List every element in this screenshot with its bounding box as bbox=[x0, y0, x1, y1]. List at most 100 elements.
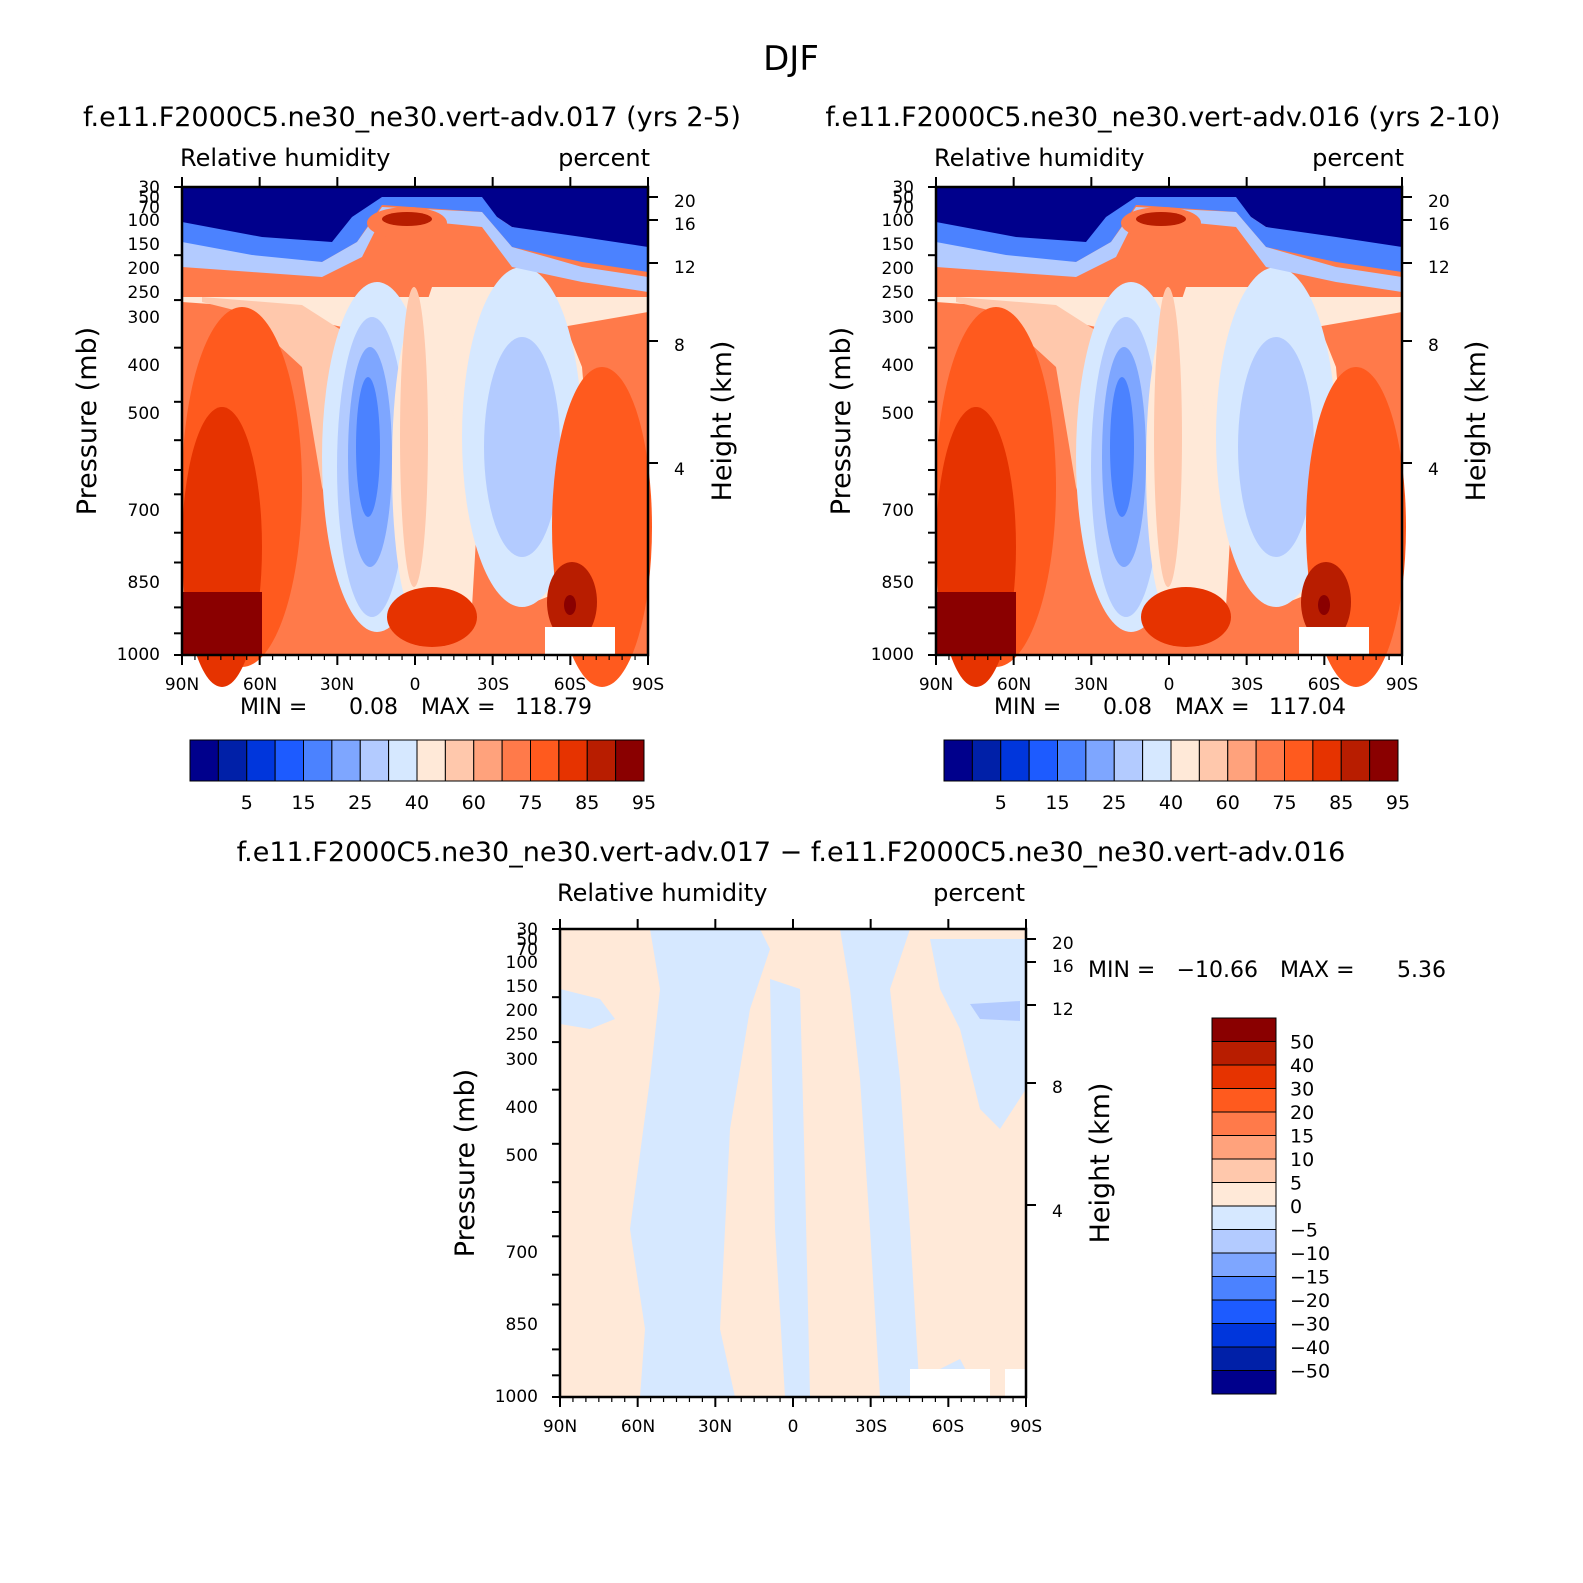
x-tick-0: 0 bbox=[1164, 675, 1175, 695]
y-tick-700: 700 bbox=[882, 501, 914, 521]
colorbar-swatch bbox=[530, 739, 560, 782]
colorbar-label: 75 bbox=[1272, 792, 1296, 814]
x-tick-30n: 30N bbox=[1074, 675, 1108, 695]
y-tick-850: 850 bbox=[882, 573, 914, 593]
rh-fill-nh-driest bbox=[356, 377, 380, 517]
diff-fill-nh-upper-neg bbox=[560, 989, 615, 1029]
panel-017-y-ticks-right: 20 16 12 8 4 bbox=[674, 192, 696, 480]
rh-fill-nh-pole-saturated bbox=[936, 592, 1016, 655]
colorbar-label: 60 bbox=[462, 792, 486, 814]
y-tick-70: 70 bbox=[138, 198, 160, 218]
colorbar-swatch bbox=[1028, 739, 1058, 782]
colorbar-swatch bbox=[359, 739, 390, 782]
diff-fill-nh-midlat-neg bbox=[630, 929, 770, 1397]
colorbar-swatch bbox=[1211, 1111, 1277, 1136]
panel-diff-frame bbox=[558, 927, 1028, 1399]
panel-016-colorbar: 5 15 25 40 60 75 85 95 bbox=[943, 739, 1410, 814]
diff-fill-missing-antarctica bbox=[910, 1369, 990, 1397]
colorbar-swatch bbox=[303, 739, 333, 782]
colorbar-swatch bbox=[1000, 739, 1030, 782]
panel-diff-min-value: −10.66 bbox=[1177, 958, 1258, 983]
colorbar-swatch bbox=[586, 739, 617, 782]
colorbar-swatch bbox=[1057, 739, 1087, 782]
panel-016-max-label: MAX = bbox=[1175, 695, 1250, 720]
colorbar-swatch bbox=[1255, 739, 1285, 782]
y-tick-400: 400 bbox=[882, 356, 914, 376]
y-tick-1000: 1000 bbox=[117, 645, 160, 665]
colorbar-label: 10 bbox=[1290, 1149, 1314, 1171]
x-tick-90n: 90N bbox=[543, 1417, 577, 1437]
rh-fill-ttl-core bbox=[1136, 212, 1186, 226]
diff-fill-sh-subtrop-neg bbox=[840, 929, 920, 1397]
colorbar-label: 5 bbox=[1290, 1173, 1302, 1195]
colorbar-swatch bbox=[1211, 1017, 1277, 1042]
y-tick-700: 700 bbox=[128, 501, 160, 521]
y-tick-100: 100 bbox=[128, 211, 160, 231]
colorbar-swatch bbox=[943, 739, 973, 782]
height-tick-16: 16 bbox=[674, 215, 696, 235]
height-tick-4: 4 bbox=[674, 460, 685, 480]
colorbar-label: 85 bbox=[1329, 792, 1353, 814]
y-tick-250: 250 bbox=[506, 1025, 538, 1045]
x-tick-60n: 60N bbox=[997, 675, 1031, 695]
colorbar-swatch bbox=[1211, 1299, 1277, 1324]
x-tick-30n: 30N bbox=[320, 675, 354, 695]
y-tick-700: 700 bbox=[506, 1243, 538, 1263]
panel-diff-title: f.e11.F2000C5.ne30_ne30.vert-adv.017 − f… bbox=[237, 837, 1346, 868]
colorbar-label: 15 bbox=[291, 792, 315, 814]
panel-diff-left-subtitle: Relative humidity bbox=[557, 879, 767, 907]
colorbar-label: 60 bbox=[1216, 792, 1240, 814]
colorbar-label: 15 bbox=[1290, 1126, 1314, 1148]
rh-fill-tropical-blh bbox=[1141, 587, 1231, 647]
rh-fill-missing-antarctica bbox=[1299, 627, 1369, 655]
rh-fill-tropical-blh bbox=[387, 587, 477, 647]
colorbar-swatch bbox=[1198, 739, 1229, 782]
panel-diff: f.e11.F2000C5.ne30_ne30.vert-adv.017 − f… bbox=[237, 837, 1446, 1437]
y-tick-500: 500 bbox=[128, 404, 160, 424]
panel-016-field bbox=[928, 177, 1412, 687]
colorbar-swatch bbox=[274, 739, 304, 782]
colorbar-label: −10 bbox=[1290, 1243, 1330, 1265]
y-tick-250: 250 bbox=[128, 283, 160, 303]
height-tick-4: 4 bbox=[1428, 460, 1439, 480]
colorbar-swatch bbox=[1211, 1370, 1277, 1395]
panel-diff-min-label: MIN = bbox=[1088, 958, 1155, 983]
y-tick-30: 30 bbox=[516, 920, 538, 940]
panel-016-left-subtitle: Relative humidity bbox=[934, 144, 1144, 172]
y-tick-50: 50 bbox=[138, 188, 160, 208]
panel-017-y-ticks: 30 50 70 100 150 200 250 300 400 500 700… bbox=[117, 178, 160, 665]
y-tick-400: 400 bbox=[128, 356, 160, 376]
panel-016-y-ticks-right: 20 16 12 8 4 bbox=[1428, 192, 1450, 480]
panel-016-right-subtitle: percent bbox=[1312, 144, 1404, 172]
rh-fill-tropopause-dry bbox=[936, 197, 1402, 272]
rh-fill-itcz bbox=[1154, 287, 1182, 587]
panel-017-ylabel-right: Height (km) bbox=[707, 341, 738, 502]
y-tick-300: 300 bbox=[882, 308, 914, 328]
rh-fill-tropopause-dry bbox=[182, 197, 648, 272]
panel-017-x-ticks: 90N 60N 30N 0 30S 60S 90S bbox=[165, 675, 664, 695]
colorbar-label: 40 bbox=[1290, 1055, 1314, 1077]
colorbar-label: 40 bbox=[405, 792, 429, 814]
rh-fill-tropopause-moist bbox=[182, 207, 648, 292]
colorbar-label: 5 bbox=[241, 792, 253, 814]
rh-fill-nh-pole-saturated bbox=[182, 592, 262, 655]
diff-fill-sh-min bbox=[970, 1001, 1020, 1021]
panel-016-frame bbox=[934, 185, 1404, 657]
rh-fill-nh-driest bbox=[1110, 377, 1134, 517]
colorbar-swatch bbox=[1211, 1346, 1277, 1371]
height-tick-20: 20 bbox=[1428, 192, 1450, 212]
colorbar-swatch bbox=[1211, 1064, 1277, 1089]
rh-fill-tropopause-moist bbox=[936, 207, 1402, 292]
panel-017-colorbar: 5 15 25 40 60 75 85 95 bbox=[189, 739, 656, 814]
x-tick-90n: 90N bbox=[919, 675, 953, 695]
x-tick-60n: 60N bbox=[621, 1417, 655, 1437]
colorbar-swatch bbox=[1227, 739, 1257, 782]
rh-fill-itcz bbox=[400, 287, 428, 587]
rh-fill-sh-dry bbox=[1238, 337, 1314, 557]
height-tick-8: 8 bbox=[674, 336, 685, 356]
colorbar-swatch bbox=[1211, 1205, 1277, 1230]
panel-017-title: f.e11.F2000C5.ne30_ne30.vert-adv.017 (yr… bbox=[83, 102, 741, 133]
y-tick-300: 300 bbox=[128, 308, 160, 328]
